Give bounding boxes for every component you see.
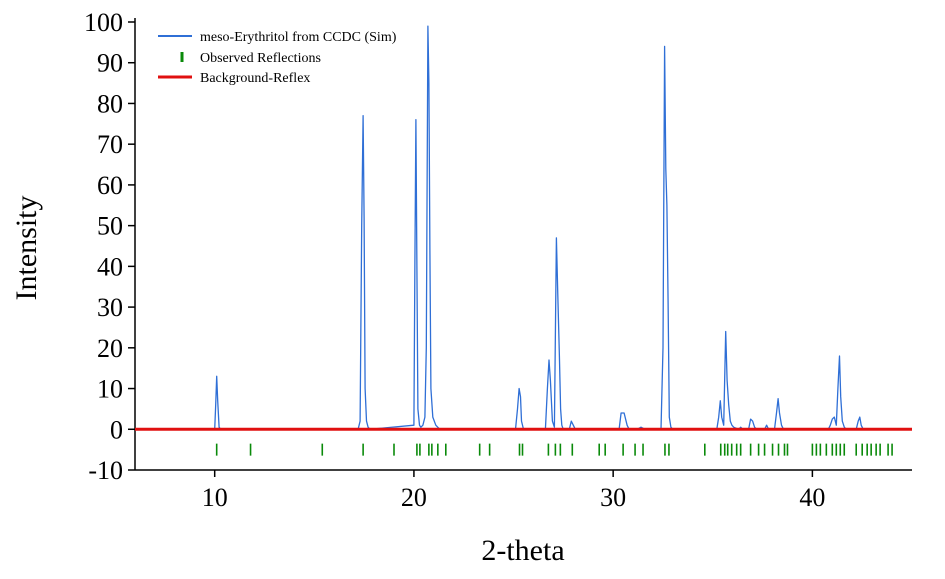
x-tick-label: 10	[202, 483, 228, 512]
x-tick-label: 30	[600, 483, 626, 512]
y-tick-label: 20	[97, 334, 123, 363]
x-tick-label: 20	[401, 483, 427, 512]
legend: meso-Erythritol from CCDC (Sim) Observed…	[158, 30, 397, 86]
y-tick-label: 90	[97, 49, 123, 78]
y-tick-label: 80	[97, 89, 123, 118]
y-tick-label: 10	[97, 375, 123, 404]
y-tick-label: 40	[97, 252, 123, 281]
y-tick-label: 60	[97, 171, 123, 200]
y-tick-label: 0	[110, 415, 123, 444]
y-tick-label: 100	[84, 8, 123, 37]
y-tick-label: 70	[97, 130, 123, 159]
series-line-sim	[135, 25, 902, 430]
series-layer	[135, 25, 912, 456]
legend-label-background: Background-Reflex	[200, 71, 310, 86]
x-axis: 10 20 30 40	[135, 469, 912, 512]
y-axis-title: Intensity	[10, 196, 43, 301]
y-tick-label: -10	[88, 456, 123, 485]
x-axis-title: 2-theta	[481, 534, 564, 567]
plot-area: -10 0 10 20 30 40 50 60 70 80 90 100 10 20 30 40	[84, 8, 912, 512]
legend-label-observed: Observed Reflections	[200, 51, 321, 66]
y-tick-label: 30	[97, 293, 123, 322]
y-axis: -10 0 10 20 30 40 50 60 70 80 90 100	[84, 8, 136, 485]
legend-label-sim: meso-Erythritol from CCDC (Sim)	[200, 30, 397, 45]
y-tick-label: 50	[97, 212, 123, 241]
x-tick-label: 40	[799, 483, 825, 512]
